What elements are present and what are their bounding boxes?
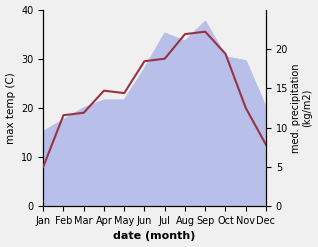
X-axis label: date (month): date (month) xyxy=(114,231,196,242)
Y-axis label: max temp (C): max temp (C) xyxy=(5,72,16,144)
Y-axis label: med. precipitation
(kg/m2): med. precipitation (kg/m2) xyxy=(291,63,313,153)
